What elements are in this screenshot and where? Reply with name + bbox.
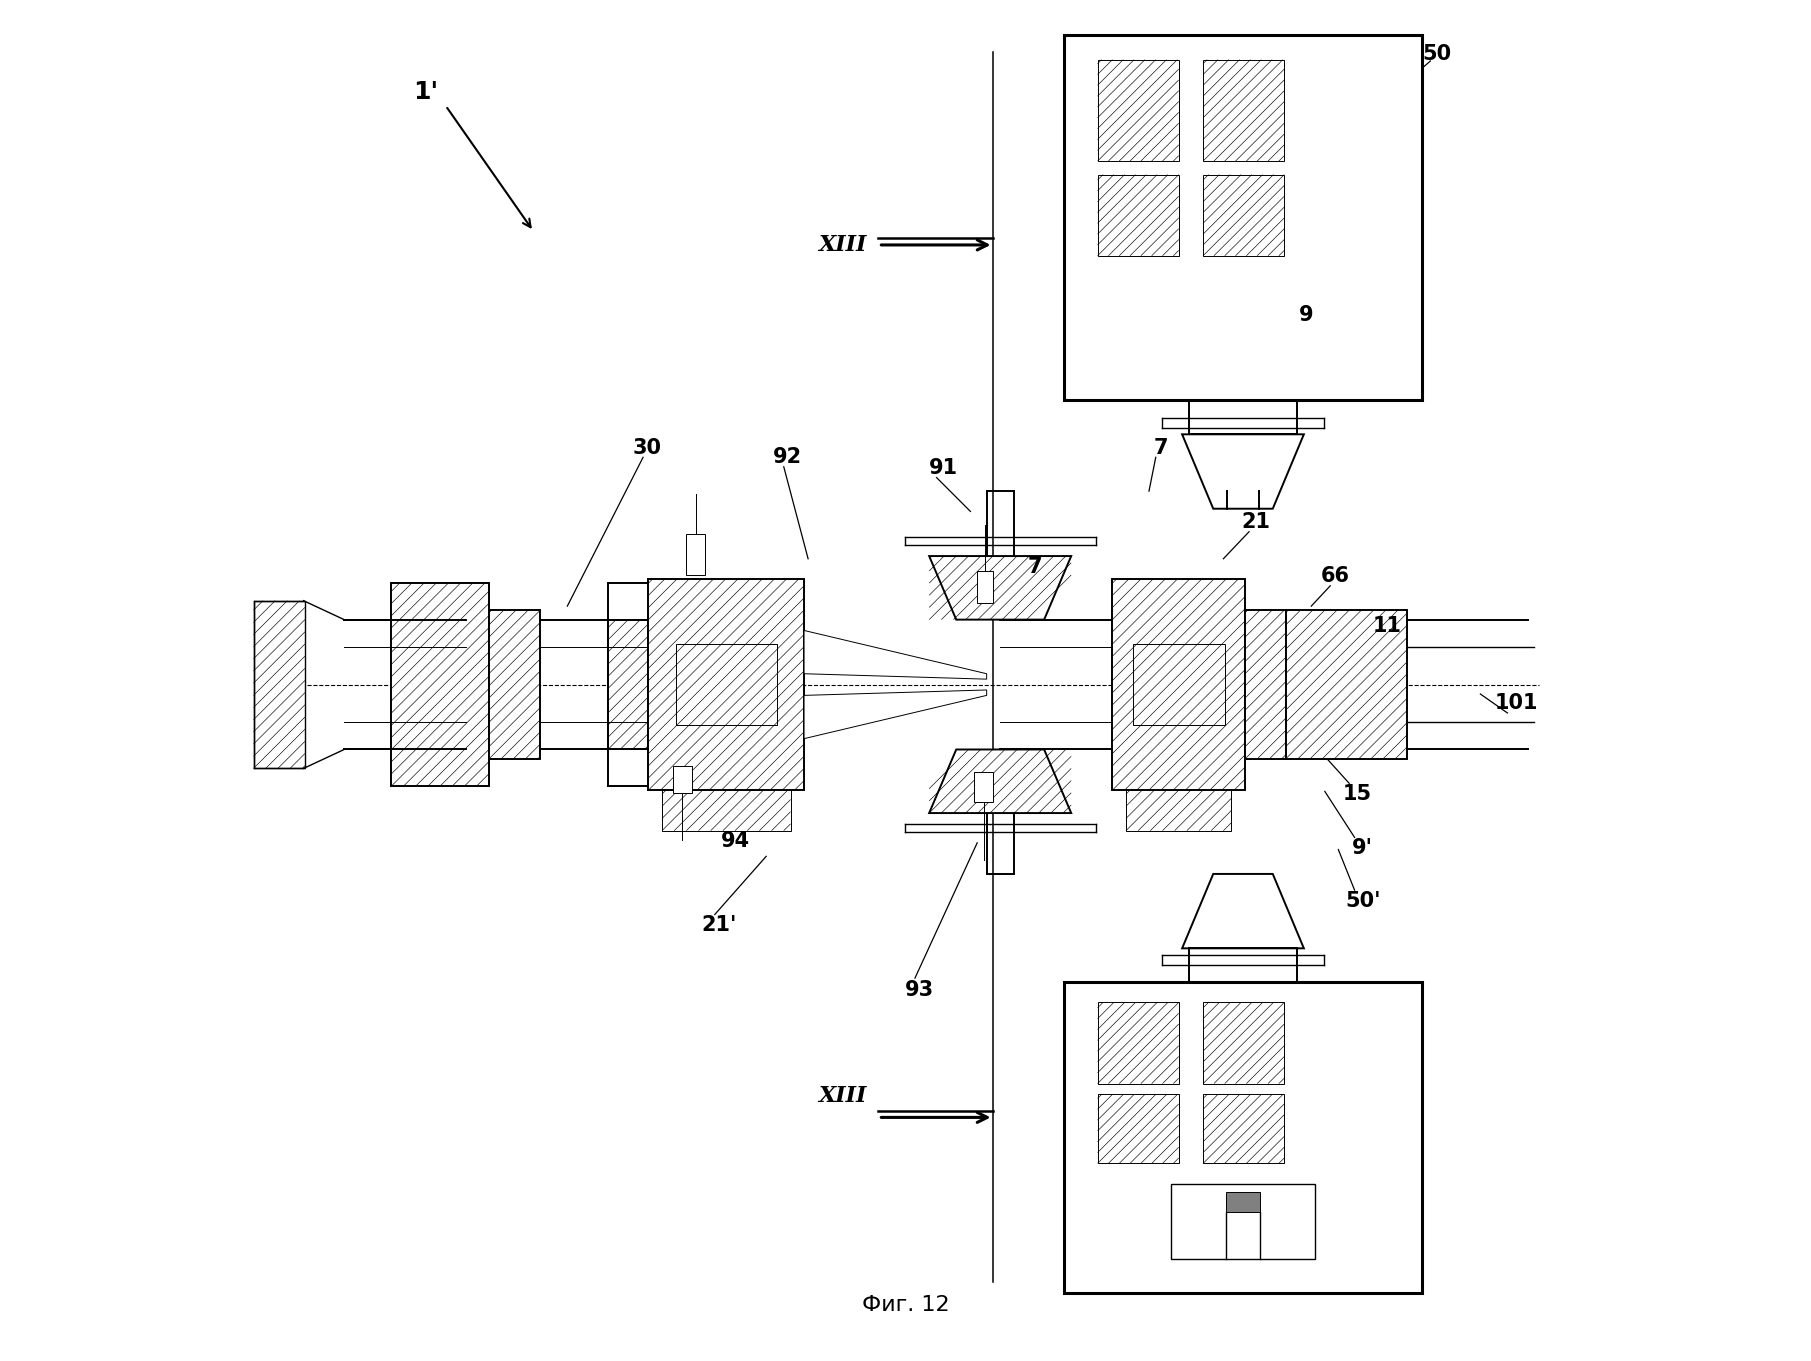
Polygon shape	[929, 750, 1070, 813]
Bar	[1097, 60, 1179, 161]
Bar	[1063, 35, 1422, 400]
Text: 11: 11	[1373, 617, 1402, 637]
Text: 1': 1'	[413, 80, 438, 103]
Text: 66: 66	[1322, 566, 1351, 587]
Text: 30: 30	[632, 438, 661, 457]
Text: 92: 92	[773, 448, 802, 467]
Bar	[1097, 1094, 1179, 1164]
Bar	[648, 578, 804, 791]
Text: 9': 9'	[1353, 838, 1373, 859]
Bar	[1203, 60, 1284, 161]
Bar	[1097, 174, 1179, 256]
Text: 7: 7	[1154, 438, 1168, 457]
Bar	[1203, 1094, 1284, 1164]
Text: XIII: XIII	[819, 1085, 866, 1106]
Text: 15: 15	[1342, 784, 1373, 804]
Bar	[1203, 174, 1284, 256]
Bar	[1244, 610, 1286, 759]
Bar	[1226, 1192, 1260, 1213]
Polygon shape	[1183, 874, 1304, 949]
Text: 7: 7	[1029, 557, 1043, 577]
Bar	[608, 619, 648, 750]
Text: 101: 101	[1496, 694, 1539, 713]
Bar	[686, 535, 704, 574]
Bar	[1132, 644, 1224, 725]
Bar	[489, 610, 540, 759]
Polygon shape	[929, 557, 1070, 619]
Bar	[1112, 578, 1244, 791]
Text: 93: 93	[904, 980, 934, 1000]
Text: 21': 21'	[701, 916, 737, 935]
Bar	[674, 766, 692, 792]
Text: XIII: XIII	[819, 234, 866, 256]
Bar	[1063, 983, 1422, 1293]
Bar	[1286, 610, 1407, 759]
Text: 91: 91	[929, 459, 958, 478]
Bar	[663, 791, 791, 830]
Bar	[974, 773, 994, 802]
Bar	[676, 644, 777, 725]
Bar	[1203, 1003, 1284, 1083]
Polygon shape	[1183, 434, 1304, 509]
Bar	[1097, 1003, 1179, 1083]
Text: 94: 94	[721, 832, 750, 852]
Bar	[391, 583, 489, 787]
Bar	[254, 600, 304, 769]
Text: 50': 50'	[1346, 891, 1380, 911]
Text: Фиг. 12: Фиг. 12	[862, 1296, 949, 1316]
Bar	[1126, 791, 1231, 830]
Text: 21: 21	[1241, 512, 1270, 532]
Polygon shape	[804, 630, 987, 679]
Text: 9: 9	[1298, 305, 1313, 325]
Text: 50: 50	[1422, 44, 1452, 64]
Bar	[1172, 1184, 1315, 1259]
Polygon shape	[804, 690, 987, 739]
Bar	[978, 570, 994, 603]
